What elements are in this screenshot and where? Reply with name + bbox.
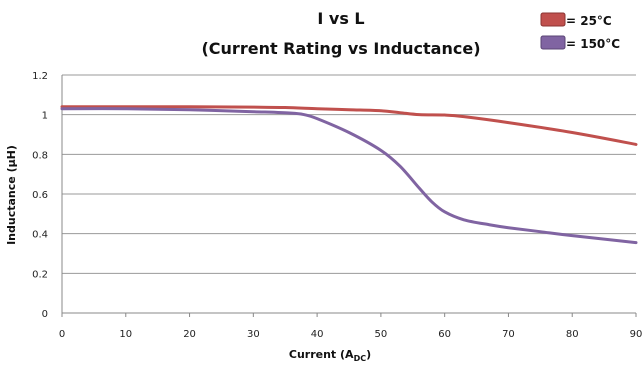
x-tick-label: 40: [311, 329, 324, 340]
gridlines: [62, 74, 636, 274]
chart-subtitle: (Current Rating vs Inductance): [201, 39, 480, 58]
x-tick-label: 90: [630, 329, 642, 340]
series-lines: [60, 105, 638, 245]
x-axis-title-close: ): [366, 348, 371, 361]
legend-swatch-25c: [540, 12, 566, 27]
y-axis-title: Inductance (µH): [5, 145, 18, 245]
x-tick-label: 70: [502, 329, 515, 340]
y-tick-label: 1: [42, 111, 48, 122]
y-tick-label: 0.4: [32, 230, 48, 241]
y-tick-label: 1.2: [32, 71, 48, 82]
x-tick-label: 0: [59, 329, 65, 340]
chart-title: I vs L: [317, 9, 364, 28]
legend-swatch-150c: [540, 35, 566, 50]
x-tick-label: 30: [247, 329, 260, 340]
y-tick-label: 0.8: [32, 150, 48, 161]
x-tick-label: 50: [375, 329, 388, 340]
x-tick-label: 10: [119, 329, 132, 340]
x-axis-title-main: Current (A: [289, 348, 354, 361]
x-axis-title-subscript: DC: [354, 354, 367, 363]
x-tick-label: 80: [566, 329, 579, 340]
y-tick-label: 0.6: [32, 190, 48, 201]
y-tick-label: 0: [42, 309, 48, 320]
x-tick-label: 20: [183, 329, 196, 340]
y-tick-labels: 0 0.2 0.4 0.6 0.8 1 1.2: [32, 71, 48, 320]
x-tick-labels: 0 10 20 30 40 50 60 70 80 90: [59, 329, 642, 340]
legend-label-150c: = 150°C: [566, 37, 620, 51]
series-line-25c: [60, 105, 638, 146]
axes: [61, 75, 637, 317]
series-line-150c: [60, 107, 638, 245]
y-tick-label: 0.2: [32, 269, 48, 280]
x-tick-label: 60: [438, 329, 451, 340]
legend: = 25°C = 150°C: [540, 12, 620, 51]
x-axis-title: Current (ADC): [289, 348, 371, 363]
legend-label-25c: = 25°C: [566, 14, 612, 28]
